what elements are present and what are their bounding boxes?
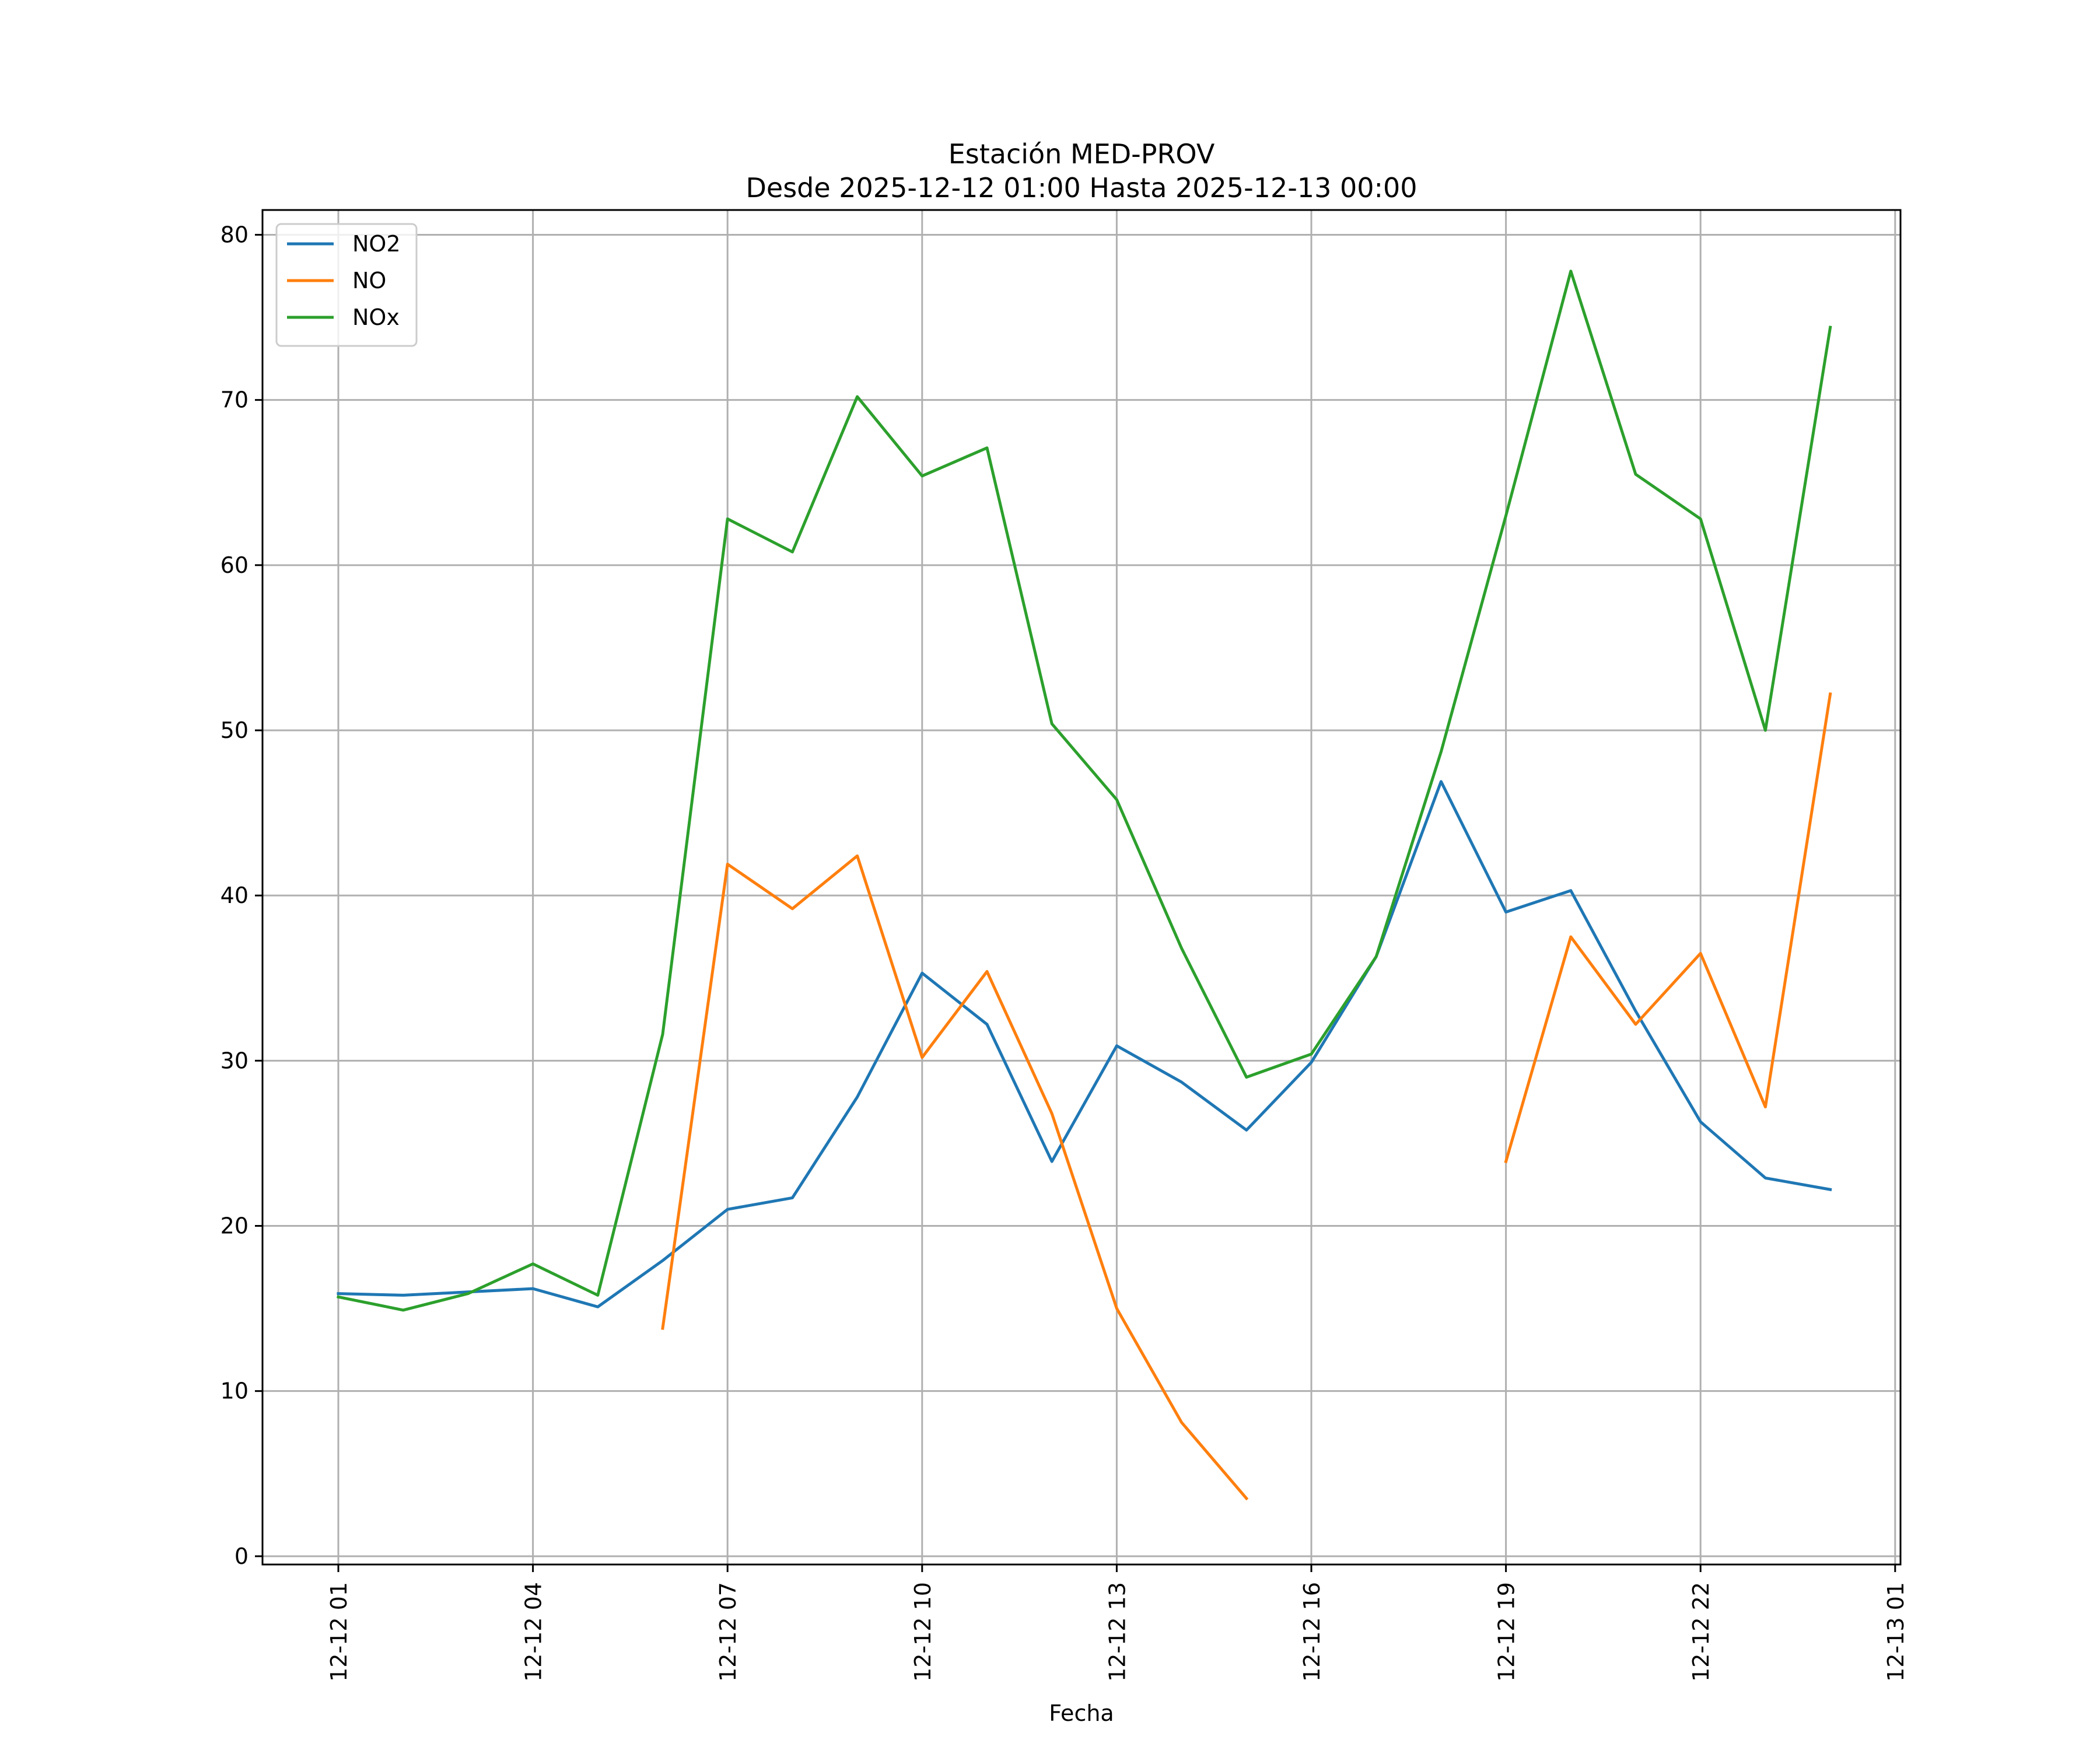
- legend-box: [275, 223, 418, 347]
- x-axis-title: Fecha: [1049, 1700, 1114, 1726]
- x-tick-label: 12-12 22: [1688, 1582, 1714, 1682]
- y-tick-label: 40: [220, 883, 249, 908]
- x-tick-label: 12-12 04: [521, 1582, 547, 1682]
- y-tick-label: 60: [220, 552, 249, 578]
- y-axis: 0 10 20 30 40 50 60 70 80: [220, 222, 262, 1569]
- x-tick-label: 12-12 07: [715, 1582, 741, 1682]
- chart-subtitle: Desde 2025-12-12 01:00 Hasta 2025-12-13 …: [746, 172, 1417, 204]
- series-line-no: [661, 692, 1832, 1501]
- legend-label-no: NO: [352, 268, 386, 293]
- x-axis: 12-12 01 12-12 04 12-12 07 12-12 10 12-12 13…: [326, 1564, 1909, 1682]
- grid-lines: [262, 210, 1901, 1564]
- y-tick-label: 20: [220, 1213, 249, 1239]
- plot-frame: [261, 209, 1902, 1566]
- x-tick-label: 12-12 01: [326, 1582, 352, 1682]
- chart-title: Estación MED-PROV: [949, 138, 1215, 170]
- x-tick-label: 12-13 01: [1883, 1582, 1909, 1682]
- y-tick-label: 70: [220, 387, 249, 413]
- legend-label-nox: NOx: [352, 304, 400, 330]
- x-tick-label: 12-12 13: [1104, 1582, 1130, 1682]
- series-lines: [337, 270, 1832, 1501]
- legend: NO2 NO NOx: [275, 223, 418, 347]
- series-line-no2: [337, 780, 1832, 1308]
- x-tick-label: 12-12 19: [1494, 1582, 1520, 1682]
- x-tick-label: 12-12 10: [910, 1582, 936, 1682]
- series-line-nox: [337, 270, 1832, 1312]
- x-tick-label: 12-12 16: [1299, 1582, 1325, 1682]
- y-tick-label: 80: [220, 222, 249, 247]
- legend-label-no2: NO2: [352, 231, 401, 257]
- y-tick-label: 30: [220, 1048, 249, 1073]
- y-tick-label: 0: [235, 1544, 249, 1569]
- y-tick-label: 50: [220, 718, 249, 743]
- y-tick-label: 10: [220, 1378, 249, 1404]
